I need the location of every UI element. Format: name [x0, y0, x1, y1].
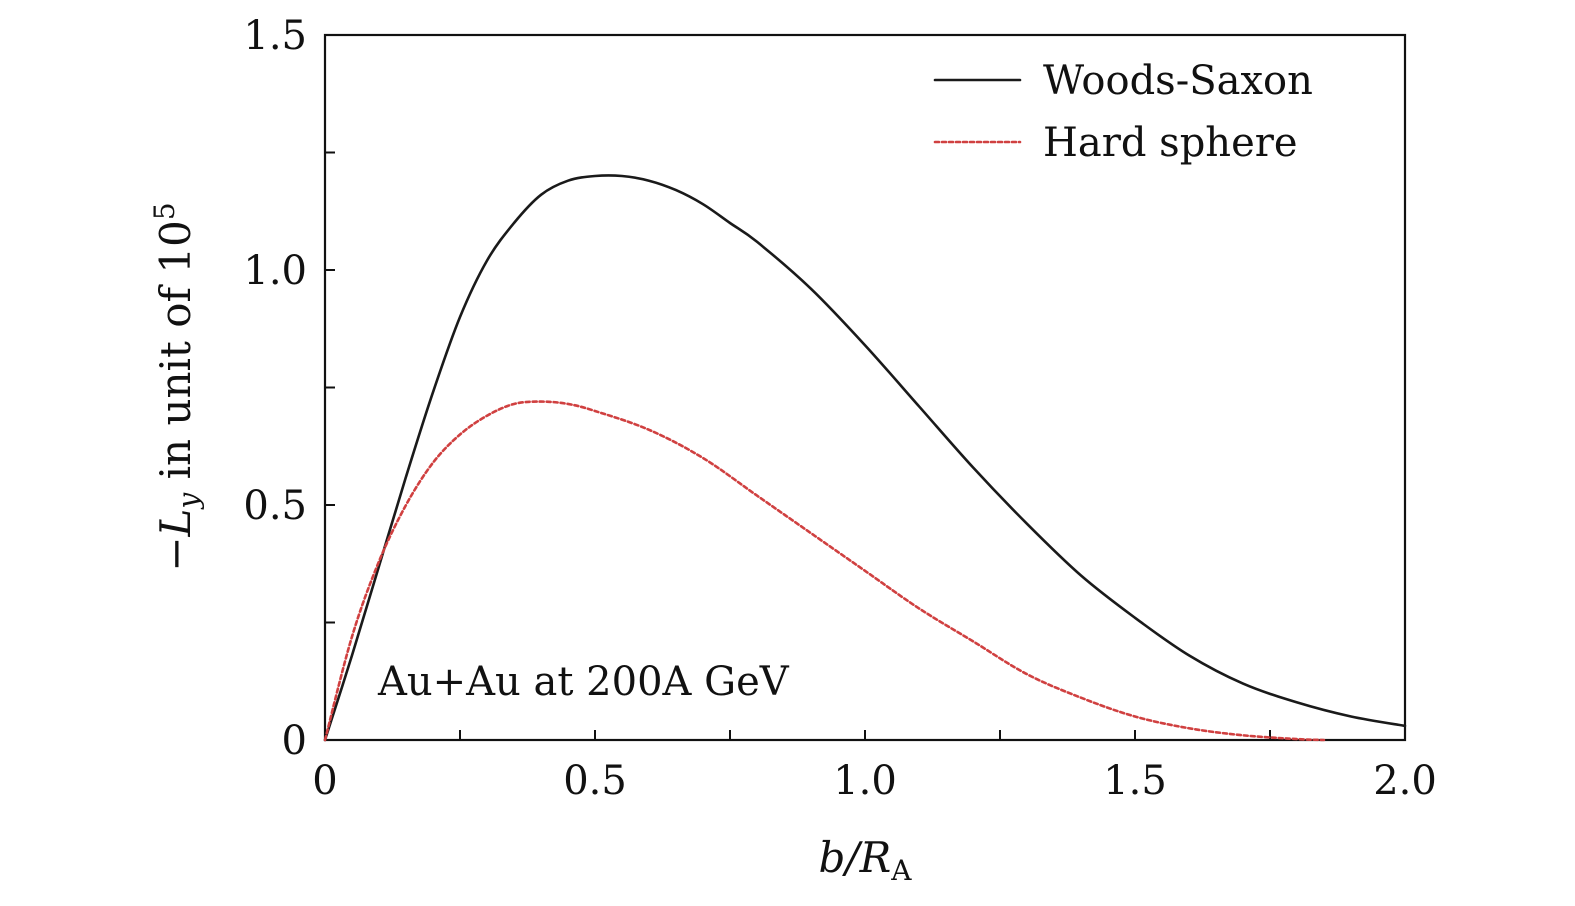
y-axis-title-minus: −: [151, 536, 200, 571]
y-tick-label: 1.5: [243, 13, 307, 59]
y-axis-tick-labels: 0 0.5 1.0 1.5: [243, 13, 307, 764]
y-tick-label: 1.0: [243, 248, 307, 294]
series-line-hard-sphere: [323, 400, 1326, 742]
y-axis-title-symbol: L: [151, 509, 200, 538]
y-axis-title: −Ly in unit of 105: [148, 202, 205, 571]
legend: Woods-Saxon Hard sphere: [933, 58, 1313, 166]
x-tick-label: 2.0: [1373, 758, 1437, 804]
x-axis-title-main: b/R: [819, 833, 892, 882]
x-axis-title-sub: A: [890, 854, 912, 887]
y-axis-title-text: in unit of 10: [151, 220, 200, 493]
y-axis-title-sup: 5: [148, 202, 181, 220]
y-axis-title-sub: y: [172, 492, 205, 511]
series-group: [323, 174, 1407, 742]
x-tick-label: 0: [312, 758, 337, 804]
x-tick-label: 0.5: [563, 758, 627, 804]
legend-label-woods-saxon: Woods-Saxon: [1043, 58, 1313, 104]
legend-label-hard-sphere: Hard sphere: [1043, 120, 1298, 166]
x-axis-title: b/RA: [819, 833, 913, 887]
y-axis-ticks: [325, 34, 335, 741]
x-axis-tick-labels: 0 0.5 1.0 1.5 2.0: [312, 758, 1437, 804]
x-tick-label: 1.0: [833, 758, 897, 804]
y-tick-label: 0.5: [243, 483, 307, 529]
x-axis-ticks: [324, 730, 1406, 740]
annotation-label: Au+Au at 200A GeV: [377, 659, 790, 705]
series-line-woods-saxon: [323, 174, 1407, 742]
x-tick-label: 1.5: [1103, 758, 1167, 804]
y-tick-label: 0: [282, 718, 307, 764]
